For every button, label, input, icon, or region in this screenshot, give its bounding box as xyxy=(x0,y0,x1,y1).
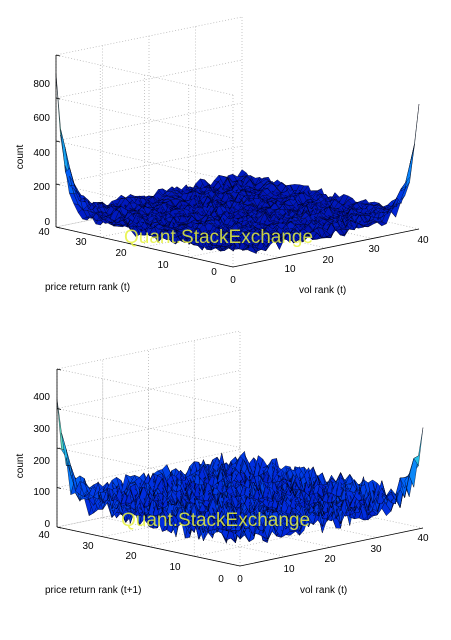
grid-line xyxy=(102,517,286,557)
plot2-x-tick: 0 xyxy=(237,574,243,585)
plot1-y-label: price return rank (t) xyxy=(45,282,130,293)
plot1-z-label: count xyxy=(15,145,26,170)
plot1-y-tick: 20 xyxy=(115,248,127,259)
surface-plot-2: 0 100 200 300 400 0 10 20 30 40 0 10 20 … xyxy=(15,330,429,596)
z-tick-mark xyxy=(56,368,62,371)
plot1-x-tick: 20 xyxy=(322,255,334,266)
plot1-y-tick: 30 xyxy=(75,237,87,248)
plot1-x-tick: 10 xyxy=(284,264,296,275)
plot2-y-tick: 0 xyxy=(218,574,224,585)
plot1-y-tick: 40 xyxy=(38,227,50,238)
z-tick-mark xyxy=(55,140,61,143)
plot1-axes xyxy=(55,54,420,268)
plot2-y-tick: 10 xyxy=(169,562,181,573)
plot1-x-tick: 40 xyxy=(417,235,429,246)
plot2-y-tick: 20 xyxy=(125,551,137,562)
surface-cell xyxy=(413,427,424,467)
x-axis-line xyxy=(232,228,420,268)
surface-plot-1: 0 200 400 600 800 0 10 20 30 40 0 10 20 … xyxy=(15,16,429,296)
plot1-z-tick: 600 xyxy=(33,113,50,124)
plot2-x-tick: 30 xyxy=(370,544,382,555)
z-tick-mark xyxy=(55,97,61,100)
y-axis-line xyxy=(56,526,241,567)
plot2-x-label: vol rank (t) xyxy=(300,585,347,596)
plot1-x-tick: 30 xyxy=(368,244,380,255)
x-axis-line xyxy=(239,527,424,567)
plot1-surface xyxy=(55,73,420,255)
watermark-text: Quant.StackExchange xyxy=(121,510,310,531)
grid-line xyxy=(55,59,243,139)
plot2-x-tick: 20 xyxy=(324,554,336,565)
grid-line xyxy=(55,102,243,182)
z-tick-mark xyxy=(56,487,62,489)
plot2-z-tick: 200 xyxy=(33,456,50,467)
plot1-x-tick: 0 xyxy=(230,275,236,286)
plot1-x-label: vol rank (t) xyxy=(299,285,346,296)
plot1-z-tick: 400 xyxy=(33,148,50,159)
z-tick-mark xyxy=(55,54,61,57)
plot2-y-tick: 40 xyxy=(38,530,50,541)
z-tick-mark xyxy=(56,408,62,410)
plot1-y-tick: 10 xyxy=(157,260,169,271)
plot2-x-tick: 10 xyxy=(283,564,295,575)
watermark-text: Quant.StackExchange xyxy=(124,227,313,248)
surface-cell xyxy=(409,104,420,165)
plot1-z-tick: 200 xyxy=(33,182,50,193)
y-axis-line xyxy=(55,226,234,268)
plot1-y-tick: 0 xyxy=(211,267,217,278)
plot2-surface xyxy=(56,398,424,544)
plot2-x-tick: 40 xyxy=(417,533,429,544)
plot2-y-label: price return rank (t+1) xyxy=(45,585,141,596)
z-tick-mark xyxy=(56,526,62,529)
grid-line xyxy=(55,16,243,96)
z-tick-mark xyxy=(55,183,61,186)
plot1-z-tick: 800 xyxy=(33,79,50,90)
plot1-z-tick: 0 xyxy=(44,217,50,228)
plot2-axes xyxy=(56,368,424,567)
grid-line xyxy=(194,517,378,557)
z-tick-mark xyxy=(56,447,62,450)
plot2-z-tick: 0 xyxy=(44,519,50,530)
z-tick-mark xyxy=(55,226,61,229)
plot2-z-tick: 100 xyxy=(33,487,50,498)
plot2-z-tick: 400 xyxy=(33,392,50,403)
plot2-z-tick: 300 xyxy=(33,424,50,435)
plot2-y-tick: 30 xyxy=(82,541,94,552)
plot2-z-label: count xyxy=(15,454,26,479)
